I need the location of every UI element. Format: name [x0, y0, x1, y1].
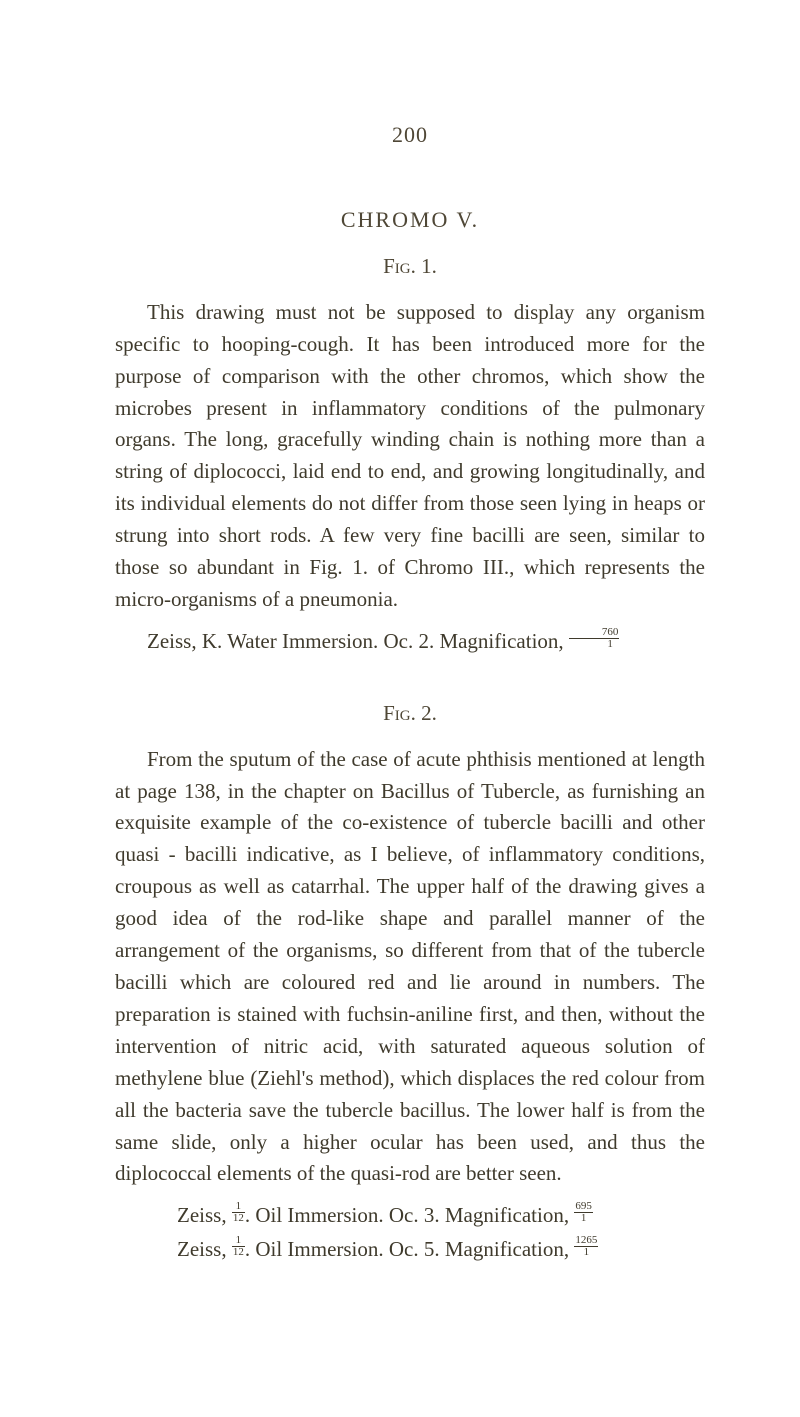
- page-number: 200: [115, 118, 705, 151]
- zeiss-2-magnification-fraction: 6951: [574, 1201, 593, 1224]
- zeiss-3-lens-fraction: 112: [232, 1235, 245, 1258]
- zeiss-2-lens-fraction: 112: [232, 1201, 245, 1224]
- zeiss-3-mid: . Oil Immersion. Oc. 5. Magnification,: [245, 1237, 575, 1261]
- fig-2-heading: Fig. 2.: [115, 698, 705, 730]
- zeiss-line-3: Zeiss, 112. Oil Immersion. Oc. 5. Magnif…: [177, 1234, 705, 1266]
- zeiss-3-magnification-fraction: 12651: [574, 1235, 598, 1258]
- frac-den: 1: [569, 639, 620, 650]
- paragraph-1: This drawing must not be supposed to dis…: [115, 297, 705, 616]
- paragraph-2: From the sputum of the case of acute pht…: [115, 744, 705, 1191]
- zeiss-pair-block: Zeiss, 112. Oil Immersion. Oc. 3. Magnif…: [115, 1200, 705, 1266]
- zeiss-line-1: Zeiss, K. Water Immersion. Oc. 2. Magnif…: [115, 626, 705, 658]
- document-page: 200 CHROMO V. Fig. 1. This drawing must …: [0, 0, 800, 1417]
- zeiss-2-prefix: Zeiss,: [177, 1203, 232, 1227]
- zeiss-2-mid: . Oil Immersion. Oc. 3. Magnification,: [245, 1203, 575, 1227]
- zeiss-line-2: Zeiss, 112. Oil Immersion. Oc. 3. Magnif…: [177, 1200, 705, 1232]
- frac-den: 1: [574, 1213, 593, 1224]
- fig-1-heading: Fig. 1.: [115, 251, 705, 283]
- zeiss-3-prefix: Zeiss,: [177, 1237, 232, 1261]
- zeiss-1-prefix: Zeiss, K. Water Immersion. Oc. 2. Magnif…: [147, 629, 569, 653]
- chromo-heading: CHROMO V.: [115, 203, 705, 236]
- frac-den: 12: [232, 1213, 245, 1224]
- frac-den: 12: [232, 1247, 245, 1258]
- spacer: [115, 662, 705, 698]
- zeiss-1-magnification-fraction: 7601: [569, 627, 620, 650]
- frac-den: 1: [574, 1247, 598, 1258]
